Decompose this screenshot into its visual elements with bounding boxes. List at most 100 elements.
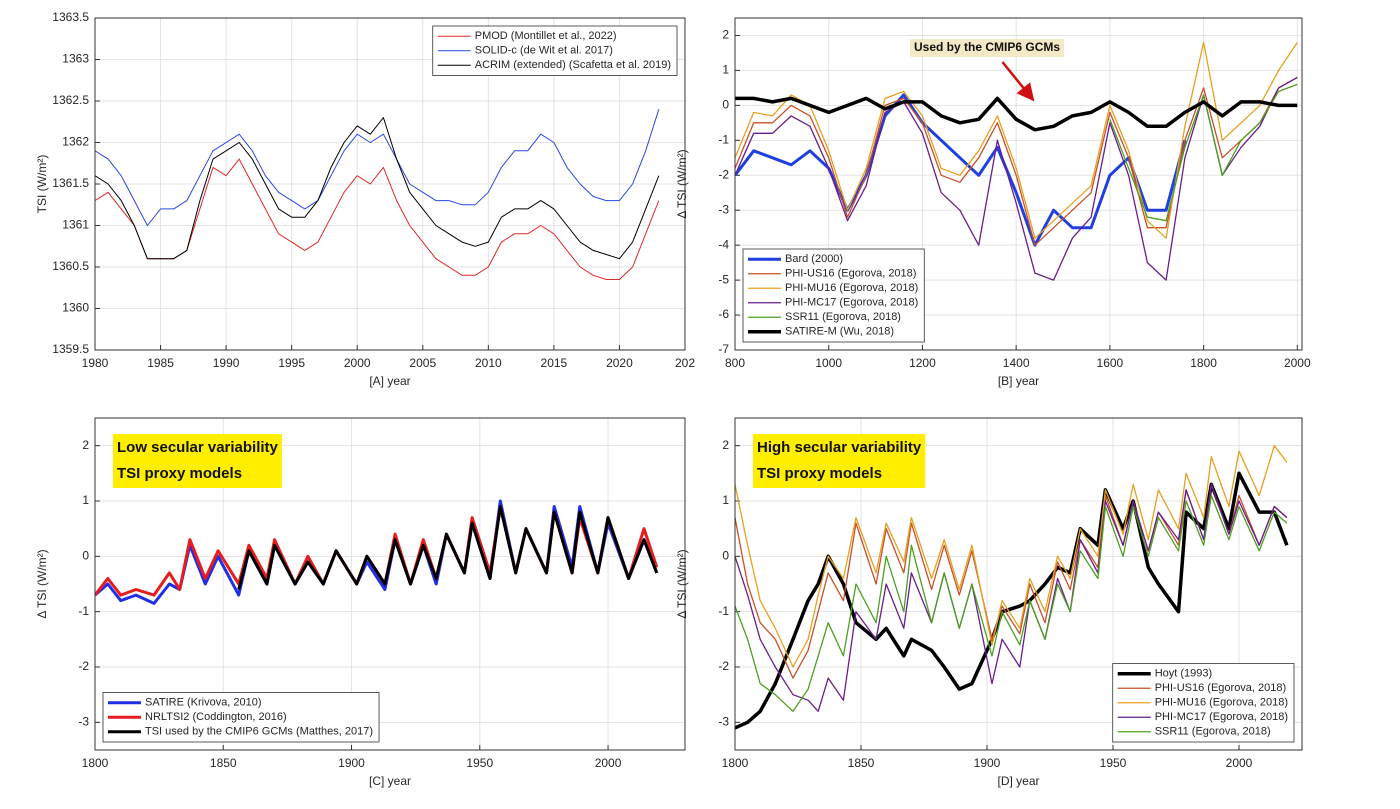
x-axis-label: [B] year xyxy=(998,374,1039,388)
legend-box xyxy=(432,25,678,76)
legend-label: SATIRE (Krivova, 2010) xyxy=(145,697,262,709)
plot-frame xyxy=(94,417,686,751)
y-tick-label: -2 xyxy=(78,659,89,673)
series-line xyxy=(735,483,1288,712)
y-tick-label: -1 xyxy=(718,604,729,618)
x-tick-label: 1985 xyxy=(147,356,174,370)
y-tick-label: -1 xyxy=(78,604,89,618)
y-axis-label: Δ TSI (W/m²) xyxy=(35,549,49,618)
legend-box xyxy=(742,248,925,343)
lines xyxy=(735,445,1289,730)
x-tick-label: 1850 xyxy=(210,756,237,770)
y-tick-label: 1359.5 xyxy=(52,342,89,356)
x-tick-label: 2000 xyxy=(595,756,622,770)
x-tick-label: 1800 xyxy=(722,756,749,770)
y-tick-label: 1360 xyxy=(62,301,89,315)
annotation-text: TSI proxy models xyxy=(117,465,242,482)
plot-frame xyxy=(734,17,1303,351)
legend-label: PHI-MU16 (Egorova, 2018) xyxy=(785,282,918,294)
y-tick-label: 2 xyxy=(722,28,729,42)
legend-label: Bard (2000) xyxy=(785,253,843,265)
legend-label: SSR11 (Egorova, 2018) xyxy=(785,311,901,323)
x-axis-label: [C] year xyxy=(369,774,411,788)
y-axis-label: Δ TSI (W/m²) xyxy=(675,149,689,218)
panel: 1800 1850 1900 1950 2000 -3 -2 -1 0 1 2 [C] year Δ T… xyxy=(35,417,686,788)
y-tick-label: 1 xyxy=(722,493,729,507)
legend-label: PHI-MC17 (Egorova, 2018) xyxy=(1155,711,1288,723)
x-tick-label: 202 xyxy=(675,356,695,370)
y-tick-label: 0 xyxy=(722,98,729,112)
series-line xyxy=(1109,83,1298,222)
x-tick-label: 2000 xyxy=(1284,356,1311,370)
plot-frame xyxy=(94,17,686,351)
annotation: High secular variability TSI proxy models xyxy=(753,434,926,488)
y-tick-label: -5 xyxy=(718,272,729,286)
x-tick-label: 800 xyxy=(725,356,745,370)
y-tick-label: -4 xyxy=(718,237,729,251)
legend-label: SSR11 (Egorova, 2018) xyxy=(1155,726,1271,738)
legend-label: SOLID-c (de Wit et al. 2017) xyxy=(475,45,613,57)
legend: Hoyt (1993) PHI-US16 (Egorova, 2018) PHI-M… xyxy=(1112,663,1295,743)
x-tick-label: 1850 xyxy=(848,756,875,770)
x-tick-label: 1980 xyxy=(82,356,109,370)
x-tick-label: 1600 xyxy=(1097,356,1124,370)
panel: 1800 1850 1900 1950 2000 -3 -2 -1 0 1 2 [D] year Δ T… xyxy=(675,417,1303,788)
x-tick-label: 2000 xyxy=(344,356,371,370)
legend-label: SATIRE-M (Wu, 2018) xyxy=(785,326,894,338)
y-tick-label: 1362.5 xyxy=(52,93,89,107)
y-tick-label: 0 xyxy=(722,549,729,563)
x-axis-label: [D] year xyxy=(997,774,1039,788)
lines xyxy=(95,109,660,280)
y-tick-label: -7 xyxy=(718,342,729,356)
lines xyxy=(735,41,1298,281)
series-line xyxy=(735,494,1288,712)
y-tick-label: 1 xyxy=(722,63,729,77)
legend: Bard (2000) PHI-US16 (Egorova, 2018) PHI-M… xyxy=(742,248,925,343)
y-tick-label: 0 xyxy=(82,549,89,563)
y-tick-label: -1 xyxy=(718,132,729,146)
annotation-text: Low secular variability xyxy=(117,439,279,456)
y-tick-label: 2 xyxy=(722,438,729,452)
x-tick-label: 1990 xyxy=(213,356,240,370)
x-tick-label: 2000 xyxy=(1226,756,1253,770)
legend-label: NRLTSI2 (Coddington, 2016) xyxy=(145,711,287,723)
annotation: Used by the CMIP6 GCMs xyxy=(910,39,1065,102)
series-line xyxy=(735,445,1288,668)
x-tick-label: 1900 xyxy=(338,756,365,770)
y-tick-label: -3 xyxy=(718,202,729,216)
annotation-box xyxy=(113,434,282,488)
series-line xyxy=(735,93,1187,247)
annotation-box xyxy=(910,39,1065,57)
x-tick-label: 1950 xyxy=(1100,756,1127,770)
y-tick-label: 1363.5 xyxy=(52,10,89,24)
legend: SATIRE (Krivova, 2010) NRLTSI2 (Coddingto… xyxy=(102,692,380,743)
x-tick-label: 2020 xyxy=(606,356,633,370)
panel: 800 1000 1200 1400 1600 1800 2000 -7 -6 -5 -4 -3 -2 -… xyxy=(675,17,1311,388)
series-line xyxy=(735,41,1298,239)
panel: 1980 1985 1990 1995 2000 2005 2010 2015 2020 202 1… xyxy=(35,10,695,388)
legend-label: PHI-US16 (Egorova, 2018) xyxy=(785,268,916,280)
annotation-arrow xyxy=(1001,61,1035,102)
x-tick-label: 1900 xyxy=(974,756,1001,770)
legend-label: ACRIM (extended) (Scafetta et al. 2019) xyxy=(475,59,671,71)
series-line xyxy=(95,117,660,260)
y-tick-label: 1361.5 xyxy=(52,176,89,190)
x-tick-label: 1800 xyxy=(82,756,109,770)
annotation-text: High secular variability xyxy=(757,439,922,456)
y-tick-label: -3 xyxy=(718,715,729,729)
x-tick-label: 1995 xyxy=(278,356,305,370)
annotation-box xyxy=(753,434,926,488)
plot-frame xyxy=(734,417,1303,751)
legend-label: TSI used by the CMIP6 GCMs (Matthes, 201… xyxy=(145,726,373,738)
legend-label: PHI-US16 (Egorova, 2018) xyxy=(1155,682,1286,694)
legend-label: Hoyt (1993) xyxy=(1155,668,1212,680)
x-tick-label: 1400 xyxy=(1003,356,1030,370)
y-tick-label: -2 xyxy=(718,659,729,673)
y-tick-label: -3 xyxy=(78,715,89,729)
x-tick-label: 1200 xyxy=(909,356,936,370)
series-line xyxy=(237,505,659,590)
y-tick-label: 1363 xyxy=(62,52,89,66)
series-line xyxy=(735,471,1289,730)
